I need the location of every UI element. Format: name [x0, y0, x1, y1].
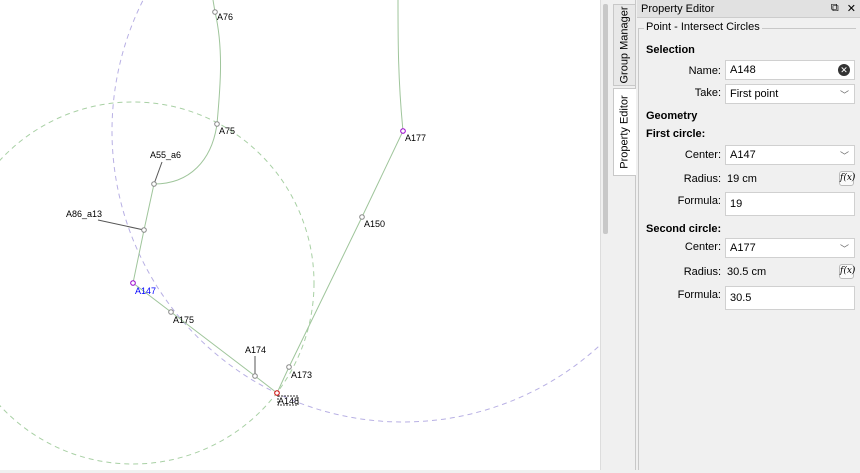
path-right — [276, 0, 404, 394]
formula-label: Formula: — [677, 289, 721, 301]
point-a147[interactable] — [130, 280, 136, 286]
point-label: A173 — [291, 370, 312, 380]
formula-wizard-button[interactable]: f(x) — [839, 171, 855, 186]
tab-label: Property Editor — [619, 95, 631, 169]
radius-value: 30.5 cm — [727, 266, 767, 278]
point-a177[interactable] — [400, 128, 406, 134]
radius-value: 19 cm — [727, 173, 757, 185]
point-label: A150 — [364, 219, 385, 229]
radius-label: Radius: — [683, 266, 721, 278]
center-label: Center: — [684, 241, 721, 253]
name-value: A148 — [730, 64, 756, 76]
first-circle — [0, 101, 315, 465]
point-label: A86_a13 — [66, 209, 102, 219]
point-a75[interactable] — [214, 121, 220, 127]
formula-label: Formula: — [677, 195, 721, 207]
point-label: A75 — [219, 126, 235, 136]
take-value: First point — [730, 88, 779, 100]
take-select[interactable]: First point ﹀ — [725, 84, 855, 104]
point-label: A76 — [217, 12, 233, 22]
drawing-canvas[interactable]: A76 A75 A55_a6 A86_a13 A147 A175 A174 A173 A148 A… — [0, 0, 695, 470]
tab-property-editor[interactable]: Property Editor — [613, 88, 636, 176]
leader — [97, 219, 145, 231]
selection-heading: Selection — [646, 44, 695, 56]
clear-icon[interactable]: ✕ — [838, 64, 850, 76]
center-value: A147 — [730, 149, 756, 161]
second-circle — [111, 0, 695, 423]
chevron-down-icon: ﹀ — [839, 89, 849, 100]
chevron-down-icon: ﹀ — [839, 243, 849, 254]
point-label: A174 — [245, 345, 266, 355]
group-title: Point - Intersect Circles — [644, 21, 762, 33]
panel-titlebar: Property Editor ⧉ ✕ — [637, 0, 860, 18]
formula-value: 19 — [730, 198, 743, 210]
first-formula-input[interactable]: 19 — [725, 192, 855, 216]
point-a76[interactable] — [212, 9, 218, 15]
second-circle-heading: Second circle: — [646, 223, 722, 235]
point-a86_a13[interactable] — [141, 227, 147, 233]
pattern-drawing: A76 A75 A55_a6 A86_a13 A147 A175 A174 A173 A148 A… — [0, 0, 695, 465]
chevron-down-icon: ﹀ — [839, 150, 849, 161]
point-label: A175 — [173, 315, 194, 325]
formula-wizard-button[interactable]: f(x) — [839, 264, 855, 279]
selection-box — [277, 395, 299, 406]
second-formula-input[interactable]: 30.5 — [725, 286, 855, 310]
leader — [153, 161, 163, 185]
scrollbar-thumb[interactable] — [603, 4, 608, 234]
point-label: A148 — [278, 396, 299, 406]
point-a55_a6[interactable] — [151, 181, 157, 187]
undock-icon[interactable]: ⧉ — [830, 2, 839, 14]
property-editor-panel: Property Editor ⧉ ✕ Point - Intersect Cir… — [637, 0, 860, 470]
take-label: Take: — [694, 87, 721, 99]
tab-label: Group Manager — [618, 6, 631, 84]
point-label: A147 — [135, 286, 156, 296]
radius-label: Radius: — [683, 173, 721, 185]
path-left — [132, 183, 278, 394]
point-a175[interactable] — [168, 309, 174, 315]
panel-title: Property Editor — [641, 2, 715, 15]
side-tabs: Group Manager Property Editor — [610, 0, 636, 470]
point-a148[interactable] — [274, 390, 280, 396]
name-input[interactable]: A148 ✕ — [725, 60, 855, 80]
first-circle-heading: First circle: — [646, 128, 706, 140]
first-center-select[interactable]: A147 ﹀ — [725, 145, 855, 165]
point-a150[interactable] — [359, 214, 365, 220]
close-icon[interactable]: ✕ — [846, 3, 856, 15]
second-center-select[interactable]: A177 ﹀ — [725, 238, 855, 258]
point-label: A55_a6 — [150, 150, 181, 160]
center-value: A177 — [730, 242, 756, 254]
tab-group-manager[interactable]: Group Manager — [613, 4, 636, 86]
vertical-scrollbar[interactable] — [600, 0, 610, 470]
point-a174[interactable] — [252, 373, 258, 379]
name-label: Name: — [688, 65, 721, 77]
formula-value: 30.5 — [730, 292, 752, 304]
point-a173[interactable] — [286, 364, 292, 370]
center-label: Center: — [684, 149, 721, 161]
geometry-heading: Geometry — [646, 110, 698, 122]
point-label: A177 — [405, 133, 426, 143]
